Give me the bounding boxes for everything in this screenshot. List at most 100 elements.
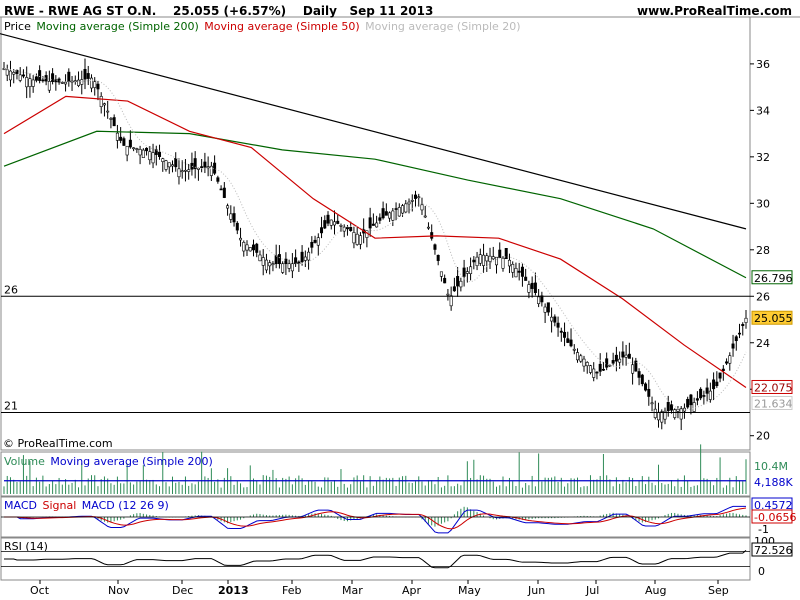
candle-body [650,402,654,405]
ma20-line [3,68,747,411]
candle-body [507,259,511,267]
candle-body [31,79,35,87]
candle-body [430,232,434,239]
candle-body [540,295,544,303]
candle-body [235,222,239,231]
candle-body [695,398,699,401]
candle [430,224,434,241]
candle-body [414,194,418,199]
last-value-21.634: 21.634 [751,395,793,410]
candle-body [60,82,64,84]
candle [187,163,191,180]
candle [384,203,388,216]
axis-layer: 20222426283032343626.79625.05522.07521.6… [30,58,793,597]
candle-body [132,147,136,150]
candle-body [345,227,349,230]
signal-line [4,507,747,530]
candle [235,221,239,235]
candle [452,277,456,292]
price-layer: 26 21 [0,33,750,431]
candle [553,314,557,327]
candle-body [21,74,25,77]
candle-body [530,282,534,289]
candle-body [410,200,414,202]
candle [229,205,233,224]
xtick-label: Mar [342,584,363,597]
candle-body [119,136,123,141]
candle [25,66,29,99]
candle-body [5,69,9,76]
candle-body [378,217,382,221]
candle-body [381,208,385,219]
candle-body [232,213,236,223]
candle-body [310,241,314,248]
candle [611,352,615,366]
candle-body [115,132,119,141]
candle-body [404,203,408,213]
candle-body [122,138,126,146]
candle-body [592,368,596,378]
candle-body [239,237,243,241]
candle [621,341,625,366]
candle [391,207,395,227]
candle [478,248,482,267]
candle-body [80,79,84,85]
candle-body [203,161,207,168]
candle [51,68,55,85]
volume-layer: 10.4M 4,188K [3,444,793,494]
candle [734,335,738,351]
macd-value-label: 0.4572 [751,497,793,512]
candle-body [83,68,87,80]
candle-body [261,257,265,266]
candle [689,393,693,415]
candle-body [637,371,641,378]
candle-body [640,374,644,385]
candle [579,353,583,363]
site-url[interactable]: www.ProRealTime.com [637,4,792,18]
last-value-22.075: 22.075 [751,379,793,394]
candle-body [294,257,298,265]
candle [336,214,340,225]
candlestick-series [2,58,748,431]
candle-body [566,338,570,343]
candle [60,81,64,84]
candle [407,198,411,214]
candle-body [109,118,113,120]
candle [686,396,690,409]
candle [21,69,25,79]
candle-body [303,256,307,261]
candle-body [511,263,515,273]
candle [255,242,259,258]
candle [631,357,635,385]
candle [31,75,35,93]
candle [423,205,427,219]
candle [161,157,165,172]
candle-body [449,295,453,307]
candle-body [106,110,110,113]
candle [83,58,87,90]
trendline [0,33,747,230]
candle [417,193,421,207]
candle-body [102,103,106,106]
candle [592,362,596,382]
candle-body [15,70,19,74]
candle [164,159,168,172]
candle [546,302,550,316]
candle [313,235,317,244]
candle [725,358,729,366]
candle [274,244,278,269]
candle [488,247,492,269]
candle-body [579,355,583,362]
xtick-label: Oct [30,584,50,597]
legend-volume: Volume [4,455,45,468]
candle [514,262,518,278]
candle [93,77,97,96]
candle [12,69,16,84]
candle-body [452,286,456,292]
candle [595,371,599,380]
candle-body [219,188,223,191]
candle [731,334,735,357]
candle-body [524,276,528,281]
candle-body [689,394,693,406]
candle [414,190,418,208]
